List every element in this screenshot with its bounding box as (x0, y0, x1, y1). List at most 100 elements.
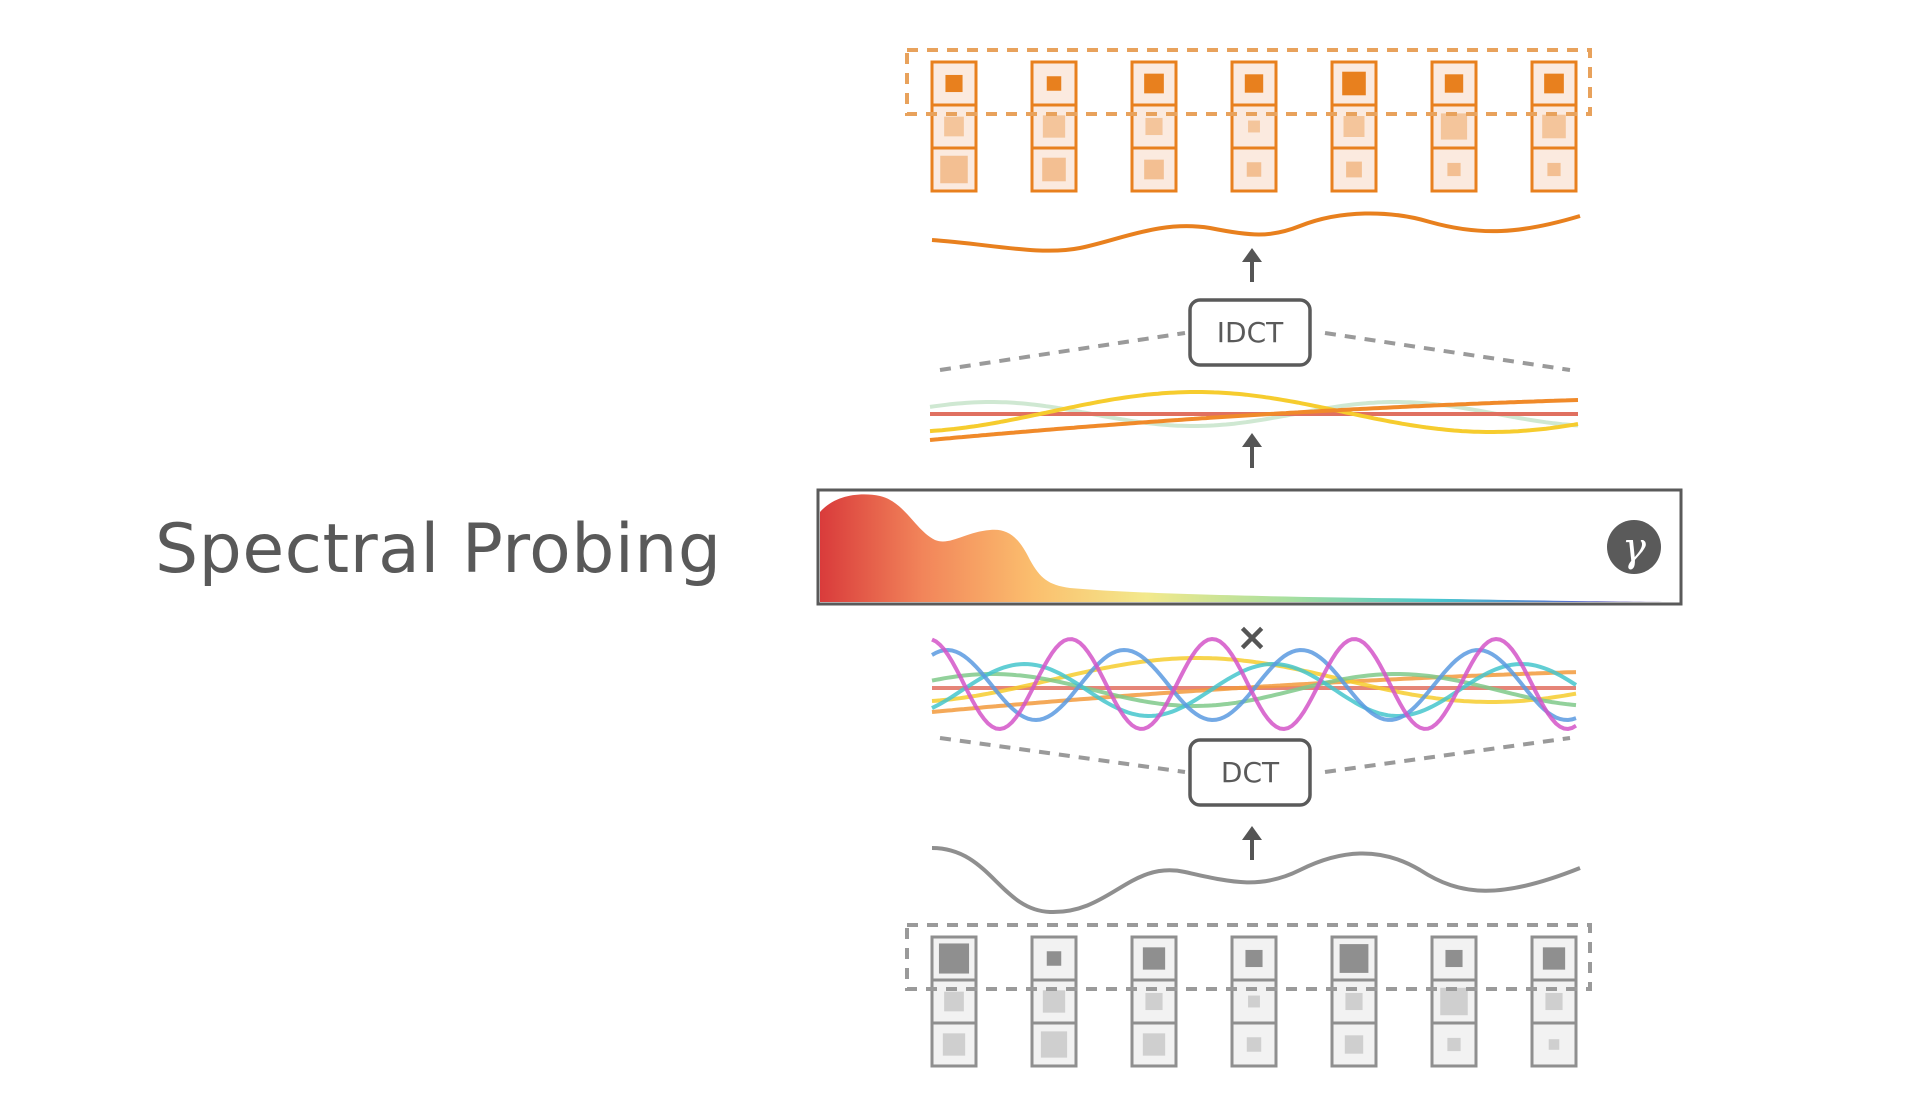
input-token-value (1344, 1035, 1364, 1054)
input-token-cell (1230, 1021, 1278, 1068)
output-token-value (1042, 115, 1066, 138)
input-token-value (1245, 949, 1263, 968)
output-token-value (1444, 74, 1464, 93)
diagram-title: Spectral Probing (155, 510, 722, 589)
input-token-value (1545, 992, 1563, 1011)
idct-dashed-left (939, 331, 1186, 372)
dct-dashed-right (1324, 736, 1571, 774)
input-signal-curve (931, 846, 1581, 915)
output-signal-curve (931, 211, 1581, 253)
input-token-cell (1130, 1021, 1178, 1068)
output-token-column (1330, 60, 1378, 193)
output-token-value (1343, 116, 1365, 137)
dct-label: DCT (1221, 756, 1280, 789)
input-token-value (1042, 990, 1066, 1013)
input-token-value (1046, 951, 1062, 966)
output-token-value (1346, 161, 1362, 178)
output-token-cell (1330, 146, 1378, 193)
idct-label: IDCT (1217, 316, 1284, 349)
output-token-cell (1430, 146, 1478, 193)
output-token-grid (930, 60, 1578, 193)
output-token-value (944, 116, 964, 137)
input-token-cell (930, 1021, 978, 1068)
frequency-component-curve (931, 636, 1577, 732)
idct-dashed-right (1324, 331, 1571, 372)
output-token-column (1130, 60, 1178, 193)
output-token-value (1246, 162, 1262, 177)
input-token-column (1430, 935, 1478, 1068)
input-token-column (1530, 935, 1578, 1068)
arrow-up-icon (1242, 248, 1262, 282)
gamma-badge (1607, 520, 1661, 574)
output-token-column (1530, 60, 1578, 193)
output-token-value (1342, 71, 1366, 96)
dct-dashed-left (939, 736, 1186, 774)
input-token-column (1130, 935, 1178, 1068)
input-token-value (1445, 949, 1463, 968)
output-token-value (945, 74, 963, 93)
output-token-cell (1530, 146, 1578, 193)
input-selection-dashed-box (905, 923, 1592, 991)
input-token-cell (1530, 1021, 1578, 1068)
input-token-column (1030, 935, 1078, 1068)
output-token-value (1144, 159, 1164, 180)
output-token-cell (1030, 146, 1078, 193)
dct-box (1188, 738, 1312, 807)
input-token-value (1345, 992, 1363, 1011)
arrow-up-icon (1242, 826, 1262, 860)
output-token-cell (1130, 146, 1178, 193)
input-token-cell (1330, 1021, 1378, 1068)
output-token-value (1547, 162, 1561, 177)
spectral-filter-curve (820, 494, 1678, 602)
filtered-components (929, 390, 1579, 442)
input-token-value (1548, 1039, 1560, 1050)
output-token-value (1244, 74, 1264, 93)
input-token-cell (1030, 1021, 1078, 1068)
input-token-value (1142, 947, 1166, 970)
input-token-value (1142, 1033, 1166, 1056)
input-token-value (1542, 947, 1566, 970)
multiply-icon: × (1236, 615, 1268, 659)
filtered-component-curve (929, 400, 1579, 428)
output-token-column (1030, 60, 1078, 193)
gamma-icon: γ (1622, 525, 1646, 571)
output-token-column (1430, 60, 1478, 193)
arrow-up-icon (1242, 433, 1262, 468)
idct-box (1188, 298, 1312, 367)
input-token-value (938, 943, 970, 974)
output-token-value (1440, 113, 1468, 140)
input-token-value (1248, 995, 1260, 1008)
input-token-column (930, 935, 978, 1068)
output-token-value (1447, 162, 1461, 177)
input-token-value (1145, 992, 1163, 1011)
output-token-value (1145, 117, 1163, 136)
input-token-grid (930, 935, 1578, 1068)
input-token-column (1330, 935, 1378, 1068)
input-token-value (1246, 1037, 1262, 1052)
filtered-component-curve (929, 398, 1579, 442)
frequency-component-curve (931, 656, 1577, 704)
output-token-value (940, 155, 968, 184)
output-token-value (1248, 120, 1260, 133)
filtered-component-curve (929, 390, 1579, 434)
output-token-value (1046, 76, 1062, 91)
output-token-column (930, 60, 978, 193)
output-token-cell (1230, 146, 1278, 193)
output-token-value (1042, 157, 1066, 182)
frequency-component-curve (931, 661, 1578, 719)
output-token-value (1544, 73, 1564, 94)
input-token-value (1040, 1031, 1068, 1058)
input-token-value (1339, 944, 1369, 973)
output-token-cell (930, 146, 978, 193)
input-token-cell (1430, 1021, 1478, 1068)
input-token-value (942, 1033, 966, 1056)
output-token-column (1230, 60, 1278, 193)
frequency-components (931, 636, 1578, 732)
input-token-value (1447, 1037, 1461, 1052)
output-token-value (1144, 73, 1164, 94)
output-selection-dashed-box (905, 48, 1592, 116)
input-token-value (1440, 987, 1468, 1016)
frequency-component-curve (931, 647, 1577, 723)
input-token-value (944, 991, 964, 1012)
